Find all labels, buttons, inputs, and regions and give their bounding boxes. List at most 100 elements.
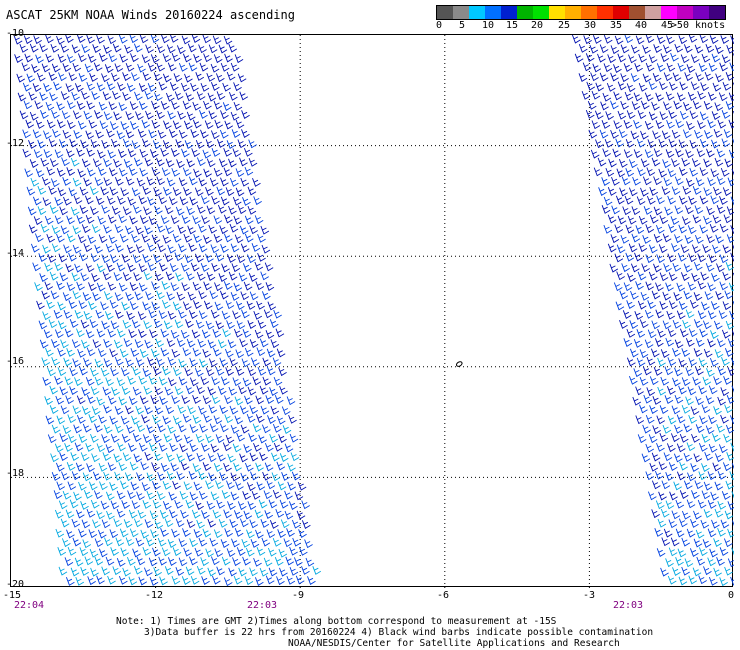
wind-barb — [271, 452, 280, 462]
wind-barb — [276, 461, 286, 471]
wind-barb — [249, 291, 259, 301]
wind-barb — [42, 311, 51, 321]
wind-barb — [651, 509, 660, 519]
wind-barb — [196, 204, 206, 214]
wind-barb — [90, 433, 99, 443]
wind-barb — [695, 529, 705, 539]
wind-barb — [61, 471, 70, 481]
wind-barb — [129, 215, 138, 225]
wind-barb — [34, 100, 44, 110]
wind-barb — [137, 509, 147, 519]
wind-barb — [67, 481, 77, 491]
wind-barb — [144, 405, 153, 415]
wind-barb — [217, 452, 226, 462]
wind-barb — [51, 225, 61, 235]
wind-barb — [157, 129, 167, 139]
wind-barb — [141, 54, 151, 64]
wind-barb — [660, 376, 670, 386]
wind-barb — [75, 509, 85, 519]
wind-barb — [277, 481, 287, 491]
wind-barb — [142, 546, 152, 556]
wind-barb — [636, 357, 646, 367]
wind-barb — [225, 434, 235, 444]
wind-barb — [76, 414, 86, 424]
wind-barb — [116, 508, 126, 518]
wind-barb — [589, 44, 599, 54]
wind-barb — [693, 453, 703, 463]
wind-barb — [671, 186, 681, 196]
wind-barb — [689, 139, 699, 149]
wind-barb — [68, 300, 78, 309]
wind-barb — [94, 358, 104, 368]
wind-barb — [727, 338, 734, 348]
wind-barb — [117, 442, 126, 452]
wind-barb — [89, 73, 98, 82]
wind-barb — [185, 499, 195, 509]
wind-barb — [196, 157, 206, 167]
wind-barb — [621, 176, 631, 186]
wind-barb — [617, 215, 627, 225]
wind-barb — [169, 509, 178, 519]
wind-barb — [107, 462, 117, 472]
wind-barb — [297, 481, 307, 491]
wind-barb — [220, 196, 230, 206]
wind-barb — [149, 149, 159, 158]
wind-barb — [707, 500, 717, 509]
wind-barb — [643, 206, 653, 215]
wind-barb — [254, 509, 264, 519]
wind-barb — [731, 385, 734, 393]
wind-barb — [711, 53, 721, 63]
wind-barb — [590, 72, 599, 82]
wind-barb — [712, 244, 721, 254]
wind-barb — [699, 224, 709, 234]
wind-barb — [97, 215, 107, 225]
wind-barb — [165, 453, 175, 462]
x-axis-label: -9 — [291, 590, 305, 601]
wind-barb — [182, 100, 192, 110]
wind-barb — [248, 433, 257, 442]
wind-barb — [646, 387, 656, 397]
wind-barb — [32, 83, 42, 92]
wind-barb — [130, 481, 140, 491]
wind-barb — [655, 500, 665, 510]
colorbar-swatch — [693, 6, 709, 19]
wind-barb — [721, 138, 731, 148]
wind-barb — [706, 148, 715, 158]
wind-barb — [665, 558, 674, 568]
wind-barb — [110, 433, 120, 443]
wind-barb — [154, 205, 163, 215]
wind-barb — [664, 395, 674, 404]
wind-barb — [607, 187, 617, 196]
wind-barb — [719, 196, 728, 205]
wind-barb — [668, 272, 678, 282]
wind-barb — [185, 92, 195, 102]
wind-barb — [663, 452, 673, 462]
wind-barb — [49, 271, 59, 281]
wind-barb — [637, 110, 647, 120]
wind-barb — [127, 263, 136, 272]
wind-barb — [72, 62, 82, 72]
wind-barb — [675, 528, 685, 538]
wind-barb — [42, 244, 51, 254]
wind-barb — [26, 73, 36, 83]
wind-barb — [601, 120, 611, 129]
wind-barb — [620, 100, 629, 110]
wind-barb — [665, 282, 674, 292]
wind-barb — [613, 64, 622, 73]
wind-barb — [223, 167, 233, 177]
wind-barb — [685, 367, 695, 377]
wind-barb — [234, 234, 244, 244]
wind-barb — [681, 510, 691, 520]
wind-barb — [56, 233, 65, 243]
wind-barb — [614, 224, 624, 234]
wind-barb — [709, 35, 719, 44]
wind-barb — [234, 528, 244, 537]
wind-barb — [203, 235, 212, 244]
wind-barb — [701, 53, 711, 63]
wind-barb — [100, 500, 110, 510]
wind-barb — [118, 462, 128, 472]
wind-barb — [726, 234, 734, 244]
wind-barb — [234, 415, 244, 425]
wind-barb — [615, 195, 625, 205]
wind-barb — [724, 404, 733, 414]
